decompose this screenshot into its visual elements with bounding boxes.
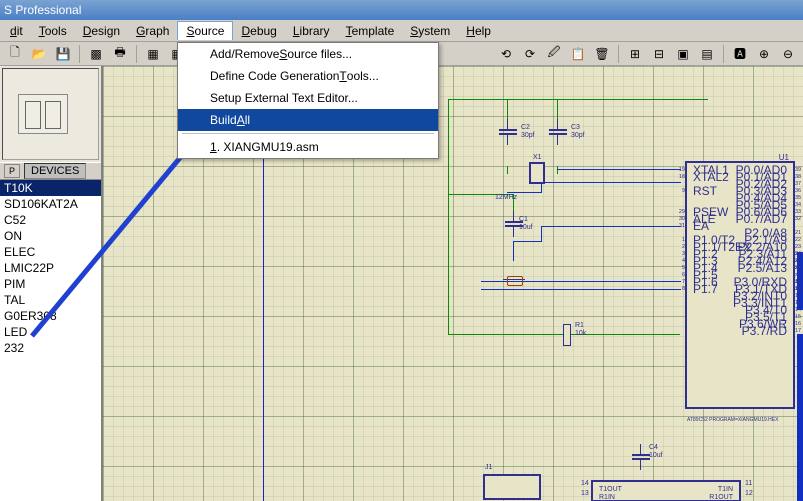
tool-f-icon[interactable]: ⊞ — [624, 44, 646, 64]
grid1-icon[interactable]: ▦ — [142, 44, 164, 64]
chip-u1[interactable]: U1 XTAL1XTAL2 RST PSEWALEEA P1.0/T2P1.1/… — [685, 161, 795, 409]
left-panel: P DEVICES T10KSD106KAT2AC52ONELECLMIC22P… — [0, 66, 103, 501]
menu-source[interactable]: Source — [177, 21, 233, 40]
crystal-x1[interactable] — [529, 162, 545, 184]
chip-u3[interactable]: T1OUT R1IN T1IN R1OUT — [591, 480, 741, 501]
print-icon[interactable]: 🖶 — [109, 44, 131, 64]
menu-item[interactable]: 1. XIANGMU19.asm — [178, 136, 438, 158]
menu-debug[interactable]: Debug — [233, 22, 284, 40]
menu-system[interactable]: System — [402, 22, 458, 40]
device-item[interactable]: ON — [0, 228, 101, 244]
menu-item[interactable]: Setup External Text Editor... — [178, 87, 438, 109]
menu-tools[interactable]: Tools — [31, 22, 75, 40]
save-icon[interactable]: 💾 — [52, 44, 74, 64]
device-item[interactable]: LED — [0, 324, 101, 340]
menu-item[interactable]: Build All — [178, 109, 438, 131]
devices-label: DEVICES — [24, 163, 86, 179]
tool-k-icon[interactable]: ⊕ — [753, 44, 775, 64]
connector-j1[interactable] — [483, 474, 541, 500]
device-item[interactable]: T10K — [0, 180, 101, 196]
cap-c2[interactable] — [499, 129, 517, 135]
menu-dit[interactable]: dit — [2, 22, 31, 40]
menu-help[interactable]: Help — [458, 22, 499, 40]
menu-item[interactable]: Define Code Generation Tools... — [178, 65, 438, 87]
tool-l-icon[interactable]: ⊖ — [777, 44, 799, 64]
menu-library[interactable]: Library — [285, 22, 338, 40]
cap-c4[interactable] — [632, 454, 650, 460]
tool-d-icon[interactable]: 📋 — [567, 44, 589, 64]
menu-design[interactable]: Design — [75, 22, 128, 40]
section-icon[interactable]: ▩ — [85, 44, 107, 64]
tool-j-icon[interactable]: 🅰 — [729, 44, 751, 64]
overview-thumbnail[interactable] — [2, 68, 99, 160]
tool-e-icon[interactable]: 🗑 — [591, 44, 613, 64]
tool-i-icon[interactable]: ▤ — [696, 44, 718, 64]
device-header: P DEVICES — [0, 162, 101, 180]
open-icon[interactable]: 📂 — [28, 44, 50, 64]
menu-bar[interactable]: ditToolsDesignGraphSourceDebugLibraryTem… — [0, 20, 803, 42]
menu-template[interactable]: Template — [338, 22, 403, 40]
push-button[interactable] — [503, 276, 525, 286]
tool-g-icon[interactable]: ⊟ — [648, 44, 670, 64]
device-list[interactable]: T10KSD106KAT2AC52ONELECLMIC22PPIMTALG0ER… — [0, 180, 101, 501]
p-button[interactable]: P — [4, 164, 20, 178]
tool-b-icon[interactable]: ⟳ — [519, 44, 541, 64]
tool-c-icon[interactable]: 🖉 — [543, 44, 565, 64]
device-item[interactable]: LMIC22P — [0, 260, 101, 276]
device-item[interactable]: TAL — [0, 292, 101, 308]
title-bar: S Professional — [0, 0, 803, 20]
device-item[interactable]: 232 — [0, 340, 101, 356]
device-item[interactable]: PIM — [0, 276, 101, 292]
resistor-r1[interactable] — [563, 324, 571, 346]
cap-c3[interactable] — [549, 129, 567, 135]
tool-a-icon[interactable]: ⟲ — [495, 44, 517, 64]
device-item[interactable]: ELEC — [0, 244, 101, 260]
device-item[interactable]: SD106KAT2A — [0, 196, 101, 212]
new-icon[interactable]: 🗋 — [4, 44, 26, 64]
menu-item[interactable]: Add/Remove Source files... — [178, 43, 438, 65]
app-title: S Professional — [4, 3, 81, 17]
menu-graph[interactable]: Graph — [128, 22, 177, 40]
device-item[interactable]: G0ER308 — [0, 308, 101, 324]
device-item[interactable]: C52 — [0, 212, 101, 228]
source-menu-dropdown: Add/Remove Source files...Define Code Ge… — [177, 42, 439, 159]
tool-h-icon[interactable]: ▣ — [672, 44, 694, 64]
